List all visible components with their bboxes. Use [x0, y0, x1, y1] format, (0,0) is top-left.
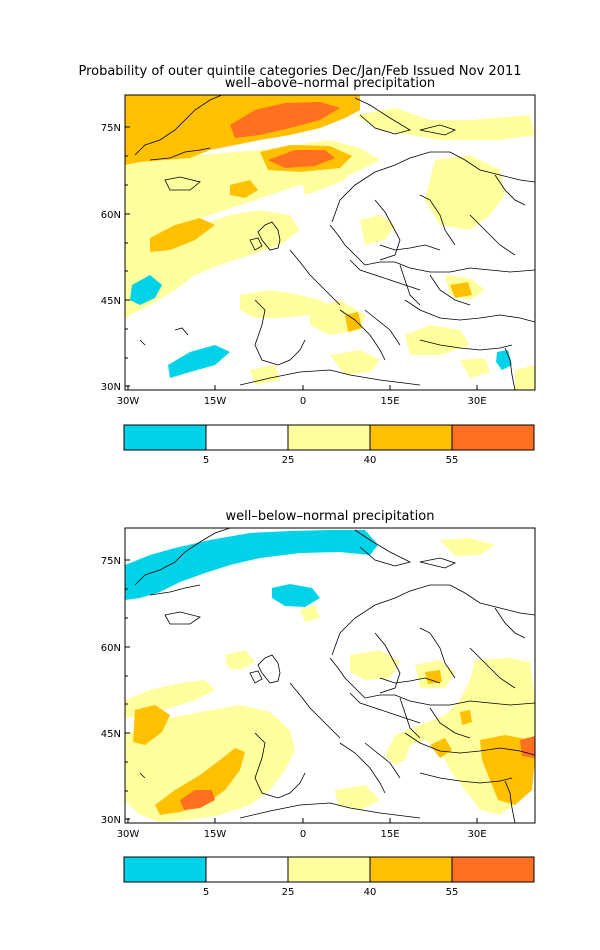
colorbar-swatch	[288, 857, 370, 882]
colorbar-swatch	[452, 857, 534, 882]
coastlines-below	[134, 528, 535, 823]
probability-fields-below	[125, 530, 535, 822]
lat-ticks-below	[125, 559, 130, 820]
colorbar-tick: 40	[364, 455, 377, 466]
colorbar-tick: 40	[364, 887, 377, 898]
prob-under-5-regions	[125, 530, 378, 607]
prob-25-40-regions	[125, 538, 535, 822]
lat-ticks-above	[125, 126, 130, 387]
panel1-subtitle: well–above–normal precipitation	[224, 76, 436, 91]
lon-label: 0	[300, 829, 306, 840]
lon-label: 15E	[380, 829, 399, 840]
lat-label: 75N	[101, 123, 121, 134]
lat-label: 30N	[101, 382, 121, 393]
colorbar-tick: 55	[446, 887, 459, 898]
coastlines-above	[134, 95, 535, 390]
colorbar-tick: 5	[203, 455, 209, 466]
lon-label: 15W	[204, 396, 227, 407]
colorbar-swatch	[370, 857, 452, 882]
lat-label: 60N	[101, 210, 121, 221]
colorbar-above: 5 25 40 55	[123, 424, 535, 466]
colorbar-swatch	[124, 425, 206, 450]
colorbar-tick: 25	[282, 887, 295, 898]
lon-ticks-above	[127, 385, 478, 390]
lat-label: 30N	[101, 815, 121, 826]
lon-label: 30E	[467, 396, 486, 407]
lat-label: 45N	[101, 296, 121, 307]
prob-40-55-regions	[133, 670, 535, 815]
lon-label: 15W	[204, 829, 227, 840]
lat-label: 75N	[101, 556, 121, 567]
colorbar-tick: 5	[203, 887, 209, 898]
colorbar-swatch	[288, 425, 370, 450]
main-title: Probability of outer quintile categories…	[78, 64, 522, 79]
colorbar-tick: 25	[282, 455, 295, 466]
map-panel-below: 75N 60N 45N 30N 30W 15W 0 15E 30E	[101, 527, 536, 840]
lon-label: 30W	[117, 396, 140, 407]
colorbar-swatch	[124, 857, 206, 882]
map-panel-above: 75N 60N 45N 30N 30W 15W 0 15E 30E	[101, 94, 536, 407]
colorbar-swatch	[206, 857, 288, 882]
lat-label: 45N	[101, 729, 121, 740]
colorbar-below: 5 25 40 55	[123, 856, 535, 898]
colorbar-swatch	[206, 425, 288, 450]
colorbar-swatch	[452, 425, 534, 450]
lon-label: 30E	[467, 829, 486, 840]
lon-label: 15E	[380, 396, 399, 407]
probability-fields-above	[125, 95, 535, 390]
colorbar-swatch	[370, 425, 452, 450]
colorbar-tick: 55	[446, 455, 459, 466]
lon-label: 30W	[117, 829, 140, 840]
lat-label: 60N	[101, 643, 121, 654]
lon-ticks-below	[127, 818, 478, 823]
panel2-subtitle: well–below–normal precipitation	[225, 509, 435, 524]
prob-over-55-regions	[230, 102, 340, 168]
prob-over-55-regions	[180, 736, 535, 810]
lon-label: 0	[300, 396, 306, 407]
